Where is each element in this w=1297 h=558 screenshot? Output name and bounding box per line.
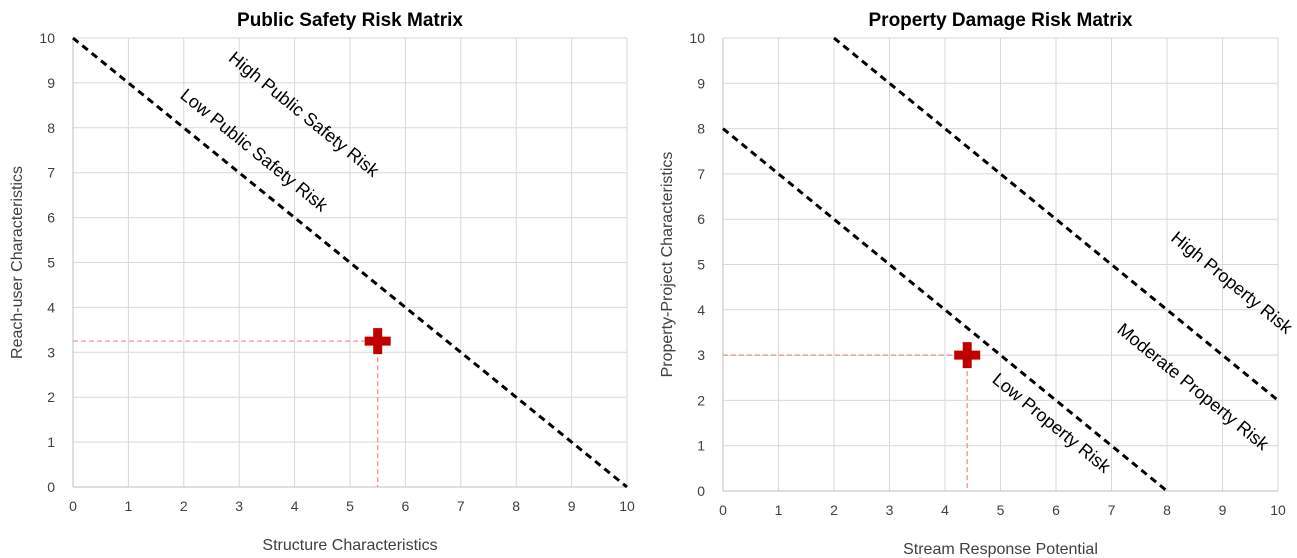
- x-tick-label: 5: [997, 502, 1005, 518]
- x-tick-label: 3: [886, 502, 894, 518]
- y-tick-label: 9: [697, 75, 705, 91]
- risk-region-label: Low Property Risk: [989, 369, 1116, 477]
- y-tick-label: 7: [47, 165, 55, 181]
- y-tick-label: 10: [689, 30, 705, 46]
- y-axis-label: Reach-user Characteristics: [9, 166, 26, 359]
- y-tick-label: 9: [47, 75, 55, 91]
- x-tick-label: 7: [1108, 502, 1116, 518]
- data-point-marker: [954, 342, 981, 369]
- chart-title: Public Safety Risk Matrix: [237, 10, 463, 31]
- risk-region-label: Moderate Property Risk: [1113, 319, 1273, 455]
- y-tick-label: 4: [47, 299, 55, 315]
- y-tick-label: 6: [47, 210, 55, 226]
- x-tick-label: 3: [235, 498, 243, 514]
- x-tick-label: 9: [1219, 502, 1227, 518]
- data-point-marker: [364, 328, 391, 355]
- y-tick-label: 2: [47, 389, 55, 405]
- y-tick-label: 8: [47, 120, 55, 136]
- x-tick-label: 8: [512, 498, 520, 514]
- x-tick-label: 10: [1270, 502, 1286, 518]
- x-tick-label: 0: [719, 502, 727, 518]
- y-tick-label: 10: [39, 30, 55, 46]
- y-tick-label: 5: [47, 255, 55, 271]
- chart-2: 0 1 2 3 4 5 6 7 8 9 10 0 1 2 3 4 5 6 7 8 9 10 Property Damage …: [659, 10, 1297, 558]
- y-tick-label: 1: [47, 434, 55, 450]
- point-guide-lines: [73, 340, 379, 487]
- y-tick-label: 0: [697, 483, 705, 499]
- x-tick-label: 4: [941, 502, 949, 518]
- y-tick-label: 3: [47, 344, 55, 360]
- y-tick-label: 1: [697, 438, 705, 454]
- x-tick-label: 8: [1163, 502, 1171, 518]
- chart-1: 0 1 2 3 4 5 6 7 8 9 10 0 1 2 3 4 5 6 7 8 9 10 Public Safety Ri…: [9, 10, 635, 554]
- y-tick-label: 6: [697, 211, 705, 227]
- chart-title: Property Damage Risk Matrix: [869, 10, 1133, 31]
- x-axis-label: Stream Response Potential: [903, 541, 1098, 558]
- y-tick-label: 2: [697, 392, 705, 408]
- x-tick-label: 2: [830, 502, 838, 518]
- x-tick-label: 10: [619, 498, 635, 514]
- point-guide-lines: [723, 354, 968, 491]
- x-tick-label: 1: [125, 498, 133, 514]
- y-tick-label: 0: [47, 479, 55, 495]
- risk-boundary-line: [72, 36, 628, 489]
- x-tick-label: 7: [457, 498, 465, 514]
- x-axis-label: Structure Characteristics: [262, 537, 437, 554]
- y-tick-label: 4: [697, 302, 705, 318]
- x-tick-label: 1: [775, 502, 783, 518]
- y-tick-label: 3: [697, 347, 705, 363]
- y-tick-label: 5: [697, 257, 705, 273]
- x-tick-label: 5: [346, 498, 354, 514]
- x-tick-label: 6: [1052, 502, 1060, 518]
- x-tick-label: 4: [291, 498, 299, 514]
- x-tick-label: 2: [180, 498, 188, 514]
- x-tick-label: 9: [568, 498, 576, 514]
- y-tick-label: 7: [697, 166, 705, 182]
- x-tick-label: 0: [69, 498, 77, 514]
- risk-region-label: High Public Safety Risk: [225, 47, 384, 181]
- x-tick-label: 6: [402, 498, 410, 514]
- y-axis-label: Property-Project Characteristics: [659, 152, 676, 378]
- y-tick-label: 8: [697, 121, 705, 137]
